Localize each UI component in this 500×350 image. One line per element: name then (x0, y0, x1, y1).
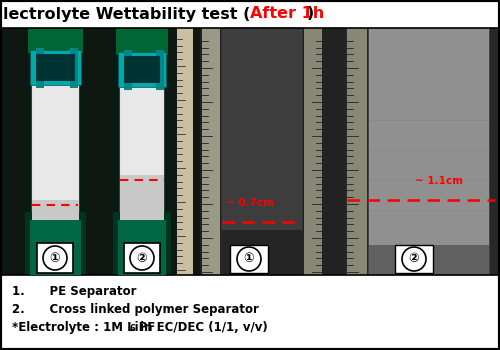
Bar (395, 245, 433, 273)
Bar (200, 28, 345, 275)
Bar (37, 243, 73, 273)
Bar (23, 28, 88, 275)
Text: 1.      PE Separator: 1. PE Separator (12, 285, 136, 298)
Circle shape (237, 247, 261, 271)
Text: 6: 6 (130, 324, 136, 333)
Bar (111, 28, 173, 275)
Bar (25, 212, 86, 275)
Text: ~ 1.1cm: ~ 1.1cm (415, 176, 463, 186)
Bar (345, 28, 500, 275)
Bar (124, 56, 160, 83)
Bar (30, 220, 81, 275)
Circle shape (402, 247, 426, 271)
Bar (222, 230, 302, 275)
Bar (116, 28, 168, 55)
Bar (32, 78, 79, 220)
Bar (222, 28, 302, 275)
Bar (30, 50, 81, 85)
Bar (369, 28, 489, 275)
Bar (118, 220, 166, 275)
Text: ): ) (307, 7, 314, 21)
Text: ①: ① (50, 252, 60, 265)
Bar (70, 48, 78, 88)
Text: Electrolyte Wettability test (: Electrolyte Wettability test ( (0, 7, 250, 21)
Circle shape (43, 246, 67, 270)
Bar (1, 275, 499, 349)
Bar (177, 28, 193, 275)
Bar (1, 0, 499, 28)
Bar (36, 48, 44, 88)
Text: ~ 0.7cm: ~ 0.7cm (226, 198, 274, 208)
Text: ②: ② (408, 252, 420, 266)
Text: ②: ② (136, 252, 147, 265)
Bar (118, 52, 166, 87)
Circle shape (130, 246, 154, 270)
Bar (124, 50, 132, 90)
Bar (124, 243, 160, 273)
Bar (1, 28, 200, 275)
Text: in EC/DEC (1/1, v/v): in EC/DEC (1/1, v/v) (136, 321, 268, 334)
Bar (230, 245, 268, 273)
Bar (202, 28, 220, 275)
Bar (36, 54, 75, 81)
Bar (1, 28, 499, 275)
Bar (347, 28, 367, 275)
Bar (304, 28, 322, 275)
Text: 2.      Cross linked polymer Separator: 2. Cross linked polymer Separator (12, 303, 259, 316)
Text: After 1h: After 1h (250, 7, 324, 21)
Bar (369, 245, 489, 275)
Bar (28, 28, 83, 53)
Text: *Electrolyte : 1M LiPF: *Electrolyte : 1M LiPF (12, 321, 155, 334)
Bar (32, 200, 79, 220)
Bar (156, 50, 164, 90)
Bar (120, 175, 164, 220)
Bar (113, 212, 171, 275)
Bar (120, 80, 164, 220)
Text: ①: ① (244, 252, 254, 266)
